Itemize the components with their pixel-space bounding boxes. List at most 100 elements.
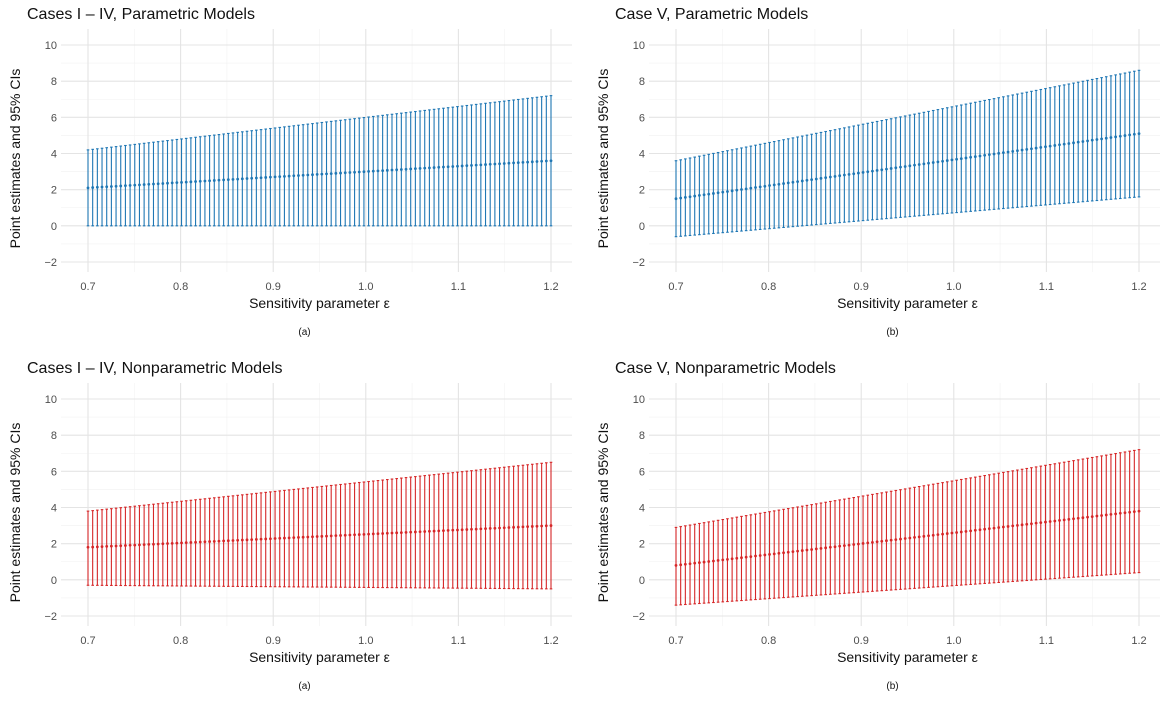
chart-1-y-tick-label: 6	[51, 112, 57, 124]
chart-1-x-axis-label: Sensitivity parameter ε	[249, 295, 390, 311]
chart-2-point	[1034, 146, 1038, 150]
chart-4-point	[899, 537, 902, 541]
chart-3-point	[254, 537, 258, 541]
chart-4-point	[1030, 522, 1033, 526]
chart-4-point	[917, 535, 921, 539]
chart-1-point	[250, 176, 254, 180]
chart-2-x-tick-label: 0.7	[668, 281, 683, 293]
chart-2-point	[950, 158, 954, 162]
chart-3-point	[540, 524, 544, 528]
chart-2-y-tick-label: 4	[639, 149, 645, 161]
chart-3-point	[161, 542, 165, 546]
chart-1-point	[124, 184, 127, 188]
chart-4-x-tick-label: 0.8	[761, 635, 776, 647]
chart-3-point	[320, 534, 324, 538]
chart-2-point	[758, 185, 762, 189]
chart-2-point	[856, 171, 860, 175]
chart-3-point	[507, 526, 511, 529]
chart-3-point	[203, 540, 207, 544]
chart-1-point	[498, 162, 501, 166]
chart-2-point	[1072, 141, 1075, 145]
chart-1-point	[535, 160, 539, 163]
chart-3-point	[549, 524, 553, 527]
chart-2-point	[1016, 149, 1019, 153]
chart-2-point	[1053, 144, 1057, 147]
chart-3-point	[535, 524, 539, 528]
chart-3-point	[245, 538, 249, 542]
chart-3-point	[166, 542, 169, 545]
chart-2-point	[852, 172, 856, 176]
chart-4-point	[796, 549, 799, 553]
chart-4-point	[824, 546, 828, 550]
chart-2-point	[1109, 136, 1113, 139]
chart-2-point	[945, 159, 949, 162]
chart-4-point	[800, 549, 804, 552]
chart-1-x-tick-label: 1.1	[451, 281, 466, 293]
chart-1-point	[306, 173, 310, 177]
chart-2-point	[1058, 143, 1061, 147]
chart-3-point	[530, 525, 534, 528]
chart-2-y-tick-label: 2	[639, 185, 645, 197]
chart-3-point	[446, 529, 450, 532]
chart-1-point	[465, 164, 469, 168]
chart-4-y-tick-label: 10	[633, 394, 645, 406]
chart-2-point	[721, 190, 725, 194]
chart-1-point	[301, 173, 305, 177]
chart-2-point	[824, 176, 828, 180]
chart-1-point	[231, 177, 235, 181]
chart-4-point	[707, 560, 711, 563]
chart-2-point	[674, 197, 678, 201]
chart-2-point	[1001, 151, 1005, 155]
chart-4-point	[866, 541, 870, 545]
chart-2-point	[987, 153, 991, 157]
chart-2-point	[697, 194, 701, 197]
chart-1-point	[278, 175, 282, 179]
chart-3-point	[474, 527, 478, 531]
chart-2-point	[791, 180, 795, 184]
chart-3-point	[502, 526, 506, 530]
chart-2-point	[917, 163, 921, 166]
chart-1-point	[273, 175, 277, 179]
chart-4-major-gridlines	[649, 383, 1160, 626]
chart-1-point	[100, 185, 104, 189]
chart-1-y-tick-label: 10	[45, 40, 57, 52]
chart-3-y-axis-label: Point estimates and 95% CIs	[7, 423, 23, 603]
chart-4-x-tick-label: 0.9	[854, 635, 869, 647]
chart-1-point	[264, 176, 268, 179]
chart-3-point	[278, 536, 282, 540]
chart-4-point	[1090, 515, 1094, 518]
chart-1-point	[516, 161, 520, 165]
chart-4-point	[805, 548, 809, 552]
chart-4-point	[997, 526, 1001, 529]
chart-2-point	[768, 184, 771, 187]
chart-1-point	[142, 183, 146, 186]
chart-4-title: Case V, Nonparametric Models	[615, 360, 836, 377]
chart-4-point	[754, 554, 757, 558]
chart-3-point	[390, 531, 394, 535]
chart-2-point	[716, 191, 720, 195]
chart-2-point	[805, 178, 809, 182]
chart-2-point	[983, 153, 987, 157]
chart-1-point	[320, 172, 324, 176]
chart-1-point	[175, 181, 179, 185]
chart-1-point	[451, 165, 455, 168]
chart-2-point	[1100, 137, 1103, 141]
chart-3-y-tick-label: 0	[51, 575, 57, 587]
chart-2-point	[800, 179, 804, 183]
chart-3-point	[404, 530, 408, 534]
chart-2-point	[833, 174, 837, 178]
chart-3-point	[381, 532, 385, 535]
chart-4-point	[1062, 518, 1066, 522]
chart-4-point	[861, 542, 865, 545]
chart-2-minor-gridlines	[649, 29, 1160, 272]
chart-4-plot-area	[649, 383, 1160, 626]
chart-1-point	[268, 175, 272, 179]
chart-4-point	[973, 528, 977, 532]
chart-1-point	[226, 178, 230, 182]
chart-3-point	[334, 534, 338, 538]
chart-1-point	[166, 181, 169, 185]
chart-1-point	[488, 162, 492, 166]
chart-2-point	[1011, 149, 1015, 153]
chart-3-x-tick-label: 0.8	[173, 635, 188, 647]
chart-panel-nonparametric-case-5: −2 0 2 4 6 8 10 0.7 0.8 0.9 1.0 1.1 1.2 Case V, Nonpa…	[588, 354, 1175, 705]
